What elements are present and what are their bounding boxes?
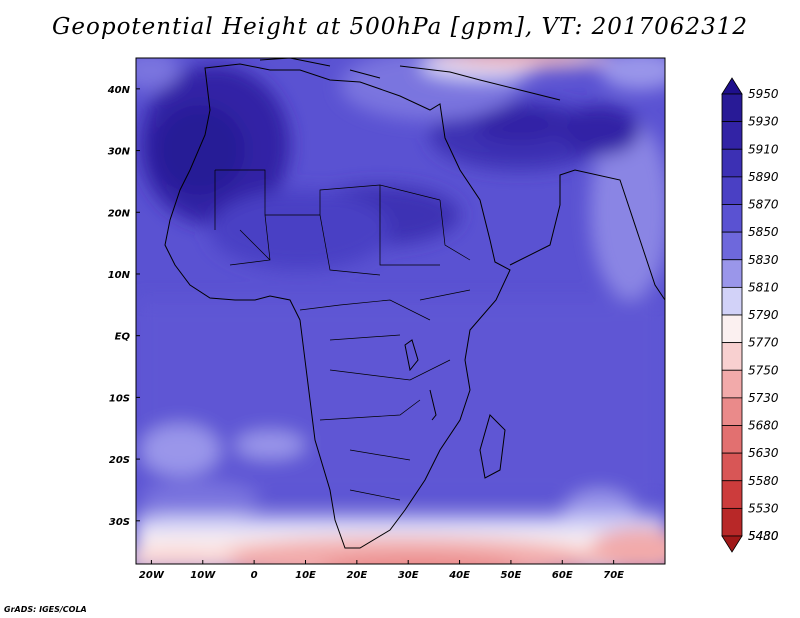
colorbar-swatch xyxy=(721,480,743,509)
colorbar-label: 5530 xyxy=(748,501,779,515)
lon-tick-label: 20E xyxy=(346,570,367,581)
colorbar-swatch xyxy=(721,452,743,482)
colorbar-label: 5630 xyxy=(748,446,779,460)
lakes-outline xyxy=(404,339,437,421)
colorbar-swatch xyxy=(721,148,743,178)
colorbar-label: 5950 xyxy=(748,87,779,101)
lat-tick-label: 40N xyxy=(107,85,131,96)
lon-tick-label: 40E xyxy=(448,570,470,581)
lon-tick-label: 30E xyxy=(398,570,419,581)
colorbar-swatch xyxy=(721,176,743,205)
colorbar-swatch xyxy=(721,425,743,454)
colorbar-swatch xyxy=(721,535,743,553)
lon-tick-label: 10E xyxy=(295,570,316,581)
colorbar-swatch xyxy=(721,93,743,123)
colorbar-swatch xyxy=(721,231,743,261)
country-borders xyxy=(214,169,471,501)
lon-tick-label: 20W xyxy=(139,570,165,581)
lon-tick-label: 60E xyxy=(552,570,573,581)
lat-tick-label: EQ xyxy=(115,332,131,343)
lon-tick-label: 0 xyxy=(251,570,258,581)
colorbar-label: 5910 xyxy=(748,142,779,156)
colorbar-label: 5790 xyxy=(748,308,779,322)
coastlines xyxy=(164,58,665,549)
mediterranean-coastline xyxy=(259,58,561,101)
colorbar-swatch xyxy=(721,397,743,426)
colorbar-swatch xyxy=(721,286,743,316)
colorbar-label: 5830 xyxy=(748,253,779,267)
colorbar-label: 5850 xyxy=(748,225,779,239)
colorbar-swatch xyxy=(721,204,743,233)
colorbar-label: 5430 xyxy=(748,529,779,543)
colorbar-label: 5680 xyxy=(748,419,779,433)
colorbar-label: 5480 xyxy=(748,529,779,543)
colorbar-label: 5580 xyxy=(748,474,779,488)
height-field xyxy=(136,58,665,564)
lon-tick-label: 70E xyxy=(603,570,624,581)
plot-frame xyxy=(135,57,666,565)
lon-tick-label: 10W xyxy=(190,570,216,581)
colorbar-label: 5890 xyxy=(748,170,779,184)
colorbar-swatch xyxy=(721,342,743,371)
lon-tick-label: 50E xyxy=(501,570,522,581)
colorbar-swatch xyxy=(721,121,743,150)
colorbar-label: 5810 xyxy=(748,280,779,294)
map-title: Geopotential Height at 500hPa [gpm], VT:… xyxy=(52,14,748,40)
lat-tick-label: 10S xyxy=(109,393,130,404)
longitude-axis: 20W 10W 0 10E 20E 30E 40E 50E 60E 70E xyxy=(139,560,624,581)
lat-tick-label: 30S xyxy=(109,517,130,528)
latitude-axis: 40N 30N 20N 10N EQ 10S 20S 30S xyxy=(107,85,140,528)
colorbar-label: 5750 xyxy=(748,363,779,377)
colorbar-swatch xyxy=(721,507,743,537)
africa-coastline xyxy=(164,63,511,549)
colorbar-label: 5730 xyxy=(748,391,779,405)
colorbar-label: 5870 xyxy=(748,198,779,212)
arabia-india-coastline xyxy=(509,169,665,301)
colorbar: 5950 5930 5910 5890 5870 5850 5830 5810 5790 5770… xyxy=(721,77,779,553)
colorbar-swatch xyxy=(721,369,743,399)
lat-tick-label: 30N xyxy=(108,147,131,158)
colorbar-swatch xyxy=(721,77,743,95)
colorbar-swatch xyxy=(721,314,743,344)
colorbar-swatch xyxy=(721,259,743,288)
lat-tick-label: 10N xyxy=(108,270,131,281)
grads-credit: GrADS: IGES/COLA xyxy=(4,605,87,614)
colorbar-label: 5770 xyxy=(748,336,779,350)
madagascar-coastline xyxy=(479,414,506,479)
lat-tick-label: 20S xyxy=(109,455,130,466)
colorbar-label: 5930 xyxy=(748,115,779,129)
lat-tick-label: 20N xyxy=(108,208,131,219)
